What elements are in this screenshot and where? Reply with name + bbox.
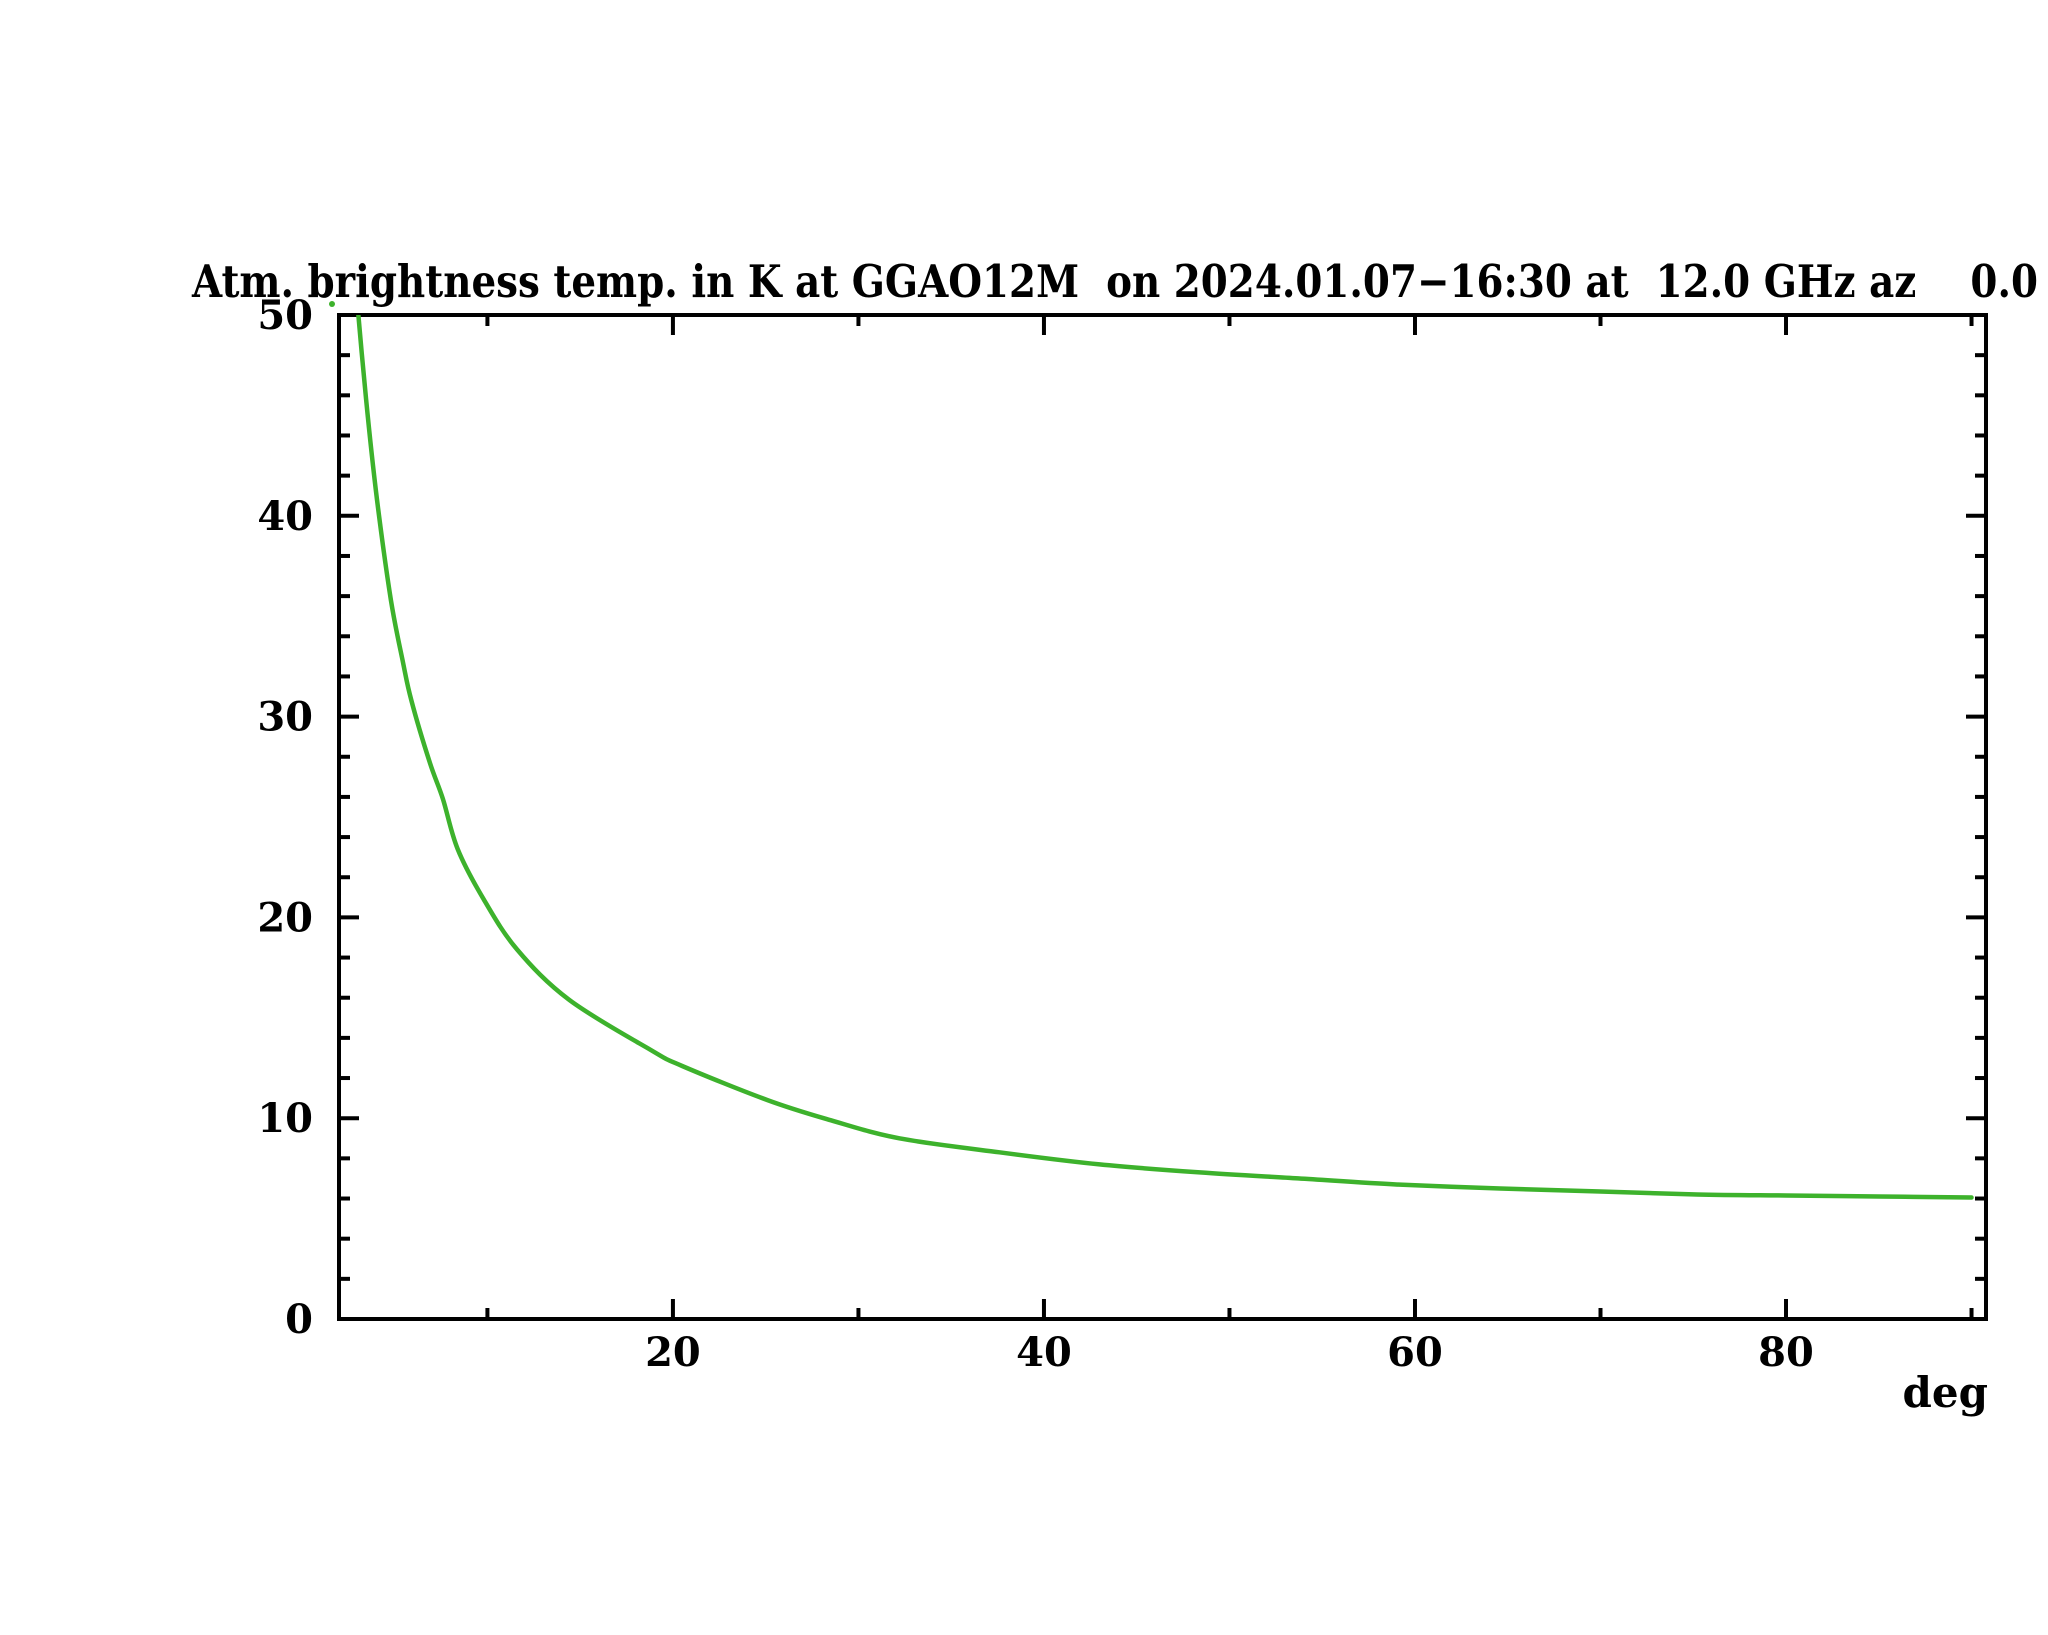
axis-ticks bbox=[339, 313, 1986, 1321]
x-axis-unit-label: deg bbox=[1903, 1368, 1988, 1417]
y-tick-label: 10 bbox=[257, 1095, 313, 1142]
curve-artifact-dot bbox=[329, 301, 335, 307]
y-tick-label: 20 bbox=[257, 894, 313, 941]
x-tick-label: 60 bbox=[1387, 1329, 1443, 1376]
x-tick-label: 80 bbox=[1758, 1329, 1814, 1376]
x-tick-label: 20 bbox=[645, 1329, 701, 1376]
x-tick-label: 40 bbox=[1016, 1329, 1072, 1376]
plot-frame bbox=[337, 313, 1988, 1321]
y-tick-label: 50 bbox=[257, 292, 313, 339]
y-tick-label: 40 bbox=[257, 493, 313, 540]
temperature-curve bbox=[356, 315, 1974, 1200]
axis-tick-labels: 20 40 60 80 0 10 20 30 40 50 bbox=[257, 292, 1814, 1376]
y-tick-label: 30 bbox=[257, 694, 313, 741]
chart-title: Atm. brightness temp. in K at GGAO12M on… bbox=[191, 255, 2038, 308]
y-tick-label: 0 bbox=[285, 1296, 313, 1343]
